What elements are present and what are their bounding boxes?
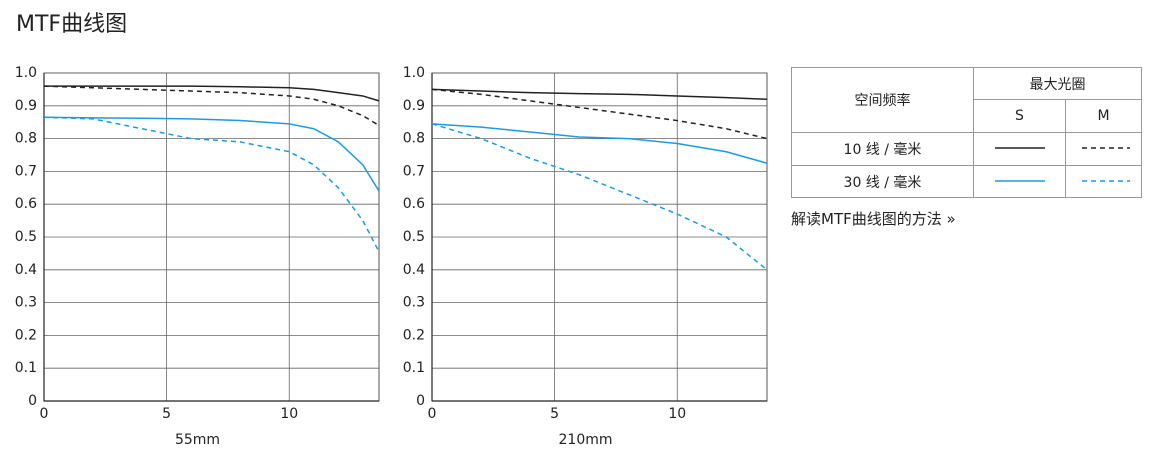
legend-symbol [1081,179,1130,182]
y-tick-label: 0.5 [403,229,425,245]
y-tick-label: 0.2 [403,327,425,343]
row-label: 30 线 / 毫米 [791,165,974,198]
y-tick-label: 0.5 [15,229,37,245]
y-tick-label: 0.3 [403,295,425,311]
y-tick-label: 0.8 [403,131,425,147]
y-tick-label: 0.7 [403,163,425,179]
mtf-line [44,85,380,102]
y-tick-label: 0.6 [15,196,37,212]
y-tick-label: 0.3 [15,295,37,311]
legend-symbol [994,147,1045,149]
y-tick-label: 0.7 [15,163,37,179]
legend-symbol [1081,147,1130,149]
legend-cell [1065,165,1142,198]
legend-cell [1065,132,1142,166]
y-tick-label: 0.1 [403,360,425,376]
y-tick-label: 0.9 [15,98,37,114]
help-link[interactable]: 解读MTF曲线图的方法 » [791,210,956,228]
charts: 0 0.1 0.2 0.3 0.4 0.5 0.6 0.7 0.8 0.9 1.0 0 5 10 55mm 0… [15,65,768,448]
y-tick-label: 0 [28,393,37,409]
x-tick-label: 5 [550,406,559,422]
mtf-line [431,88,768,140]
x-tick-label: 10 [280,406,298,422]
y-tick-label: 0.2 [15,327,37,343]
legend-cell [973,132,1066,166]
legend-cell [973,165,1066,198]
legend-symbol [994,179,1045,182]
y-tick-label: 1.0 [403,65,425,81]
header-cell: 最大光圈 [973,67,1142,100]
y-tick-label: 0.8 [15,131,37,147]
x-tick-label: 5 [162,406,171,422]
y-tick-label: 1.0 [15,65,37,81]
header-cell: M [1065,99,1142,133]
y-tick-label: 0.4 [403,262,425,278]
header-cell: S [973,99,1066,133]
x-axis-label: 210mm [559,432,613,448]
legend-table: 空间频率 最大光圈 S M 10 线 / 毫米 30 线 / 毫米 [791,67,1142,198]
mtf-line [431,88,768,100]
page-title: MTF曲线图 [16,12,128,37]
mtf-line [43,116,380,192]
x-tick-label: 0 [40,406,49,422]
x-axis-label: 55mm [175,432,220,448]
y-tick-label: 0.4 [15,262,37,278]
mtf-line [43,85,380,127]
mtf-line [43,116,380,253]
y-tick-label: 0.9 [403,98,425,114]
x-tick-label: 0 [428,406,437,422]
y-tick-label: 0 [416,393,425,409]
mtf-line [431,123,768,271]
row-label: 10 线 / 毫米 [791,132,974,166]
header-cell: 空间频率 [791,67,974,133]
mtf-line [431,123,768,164]
y-tick-label: 0.1 [15,360,37,376]
y-tick-label: 0.6 [403,196,425,212]
x-tick-label: 10 [668,406,686,422]
